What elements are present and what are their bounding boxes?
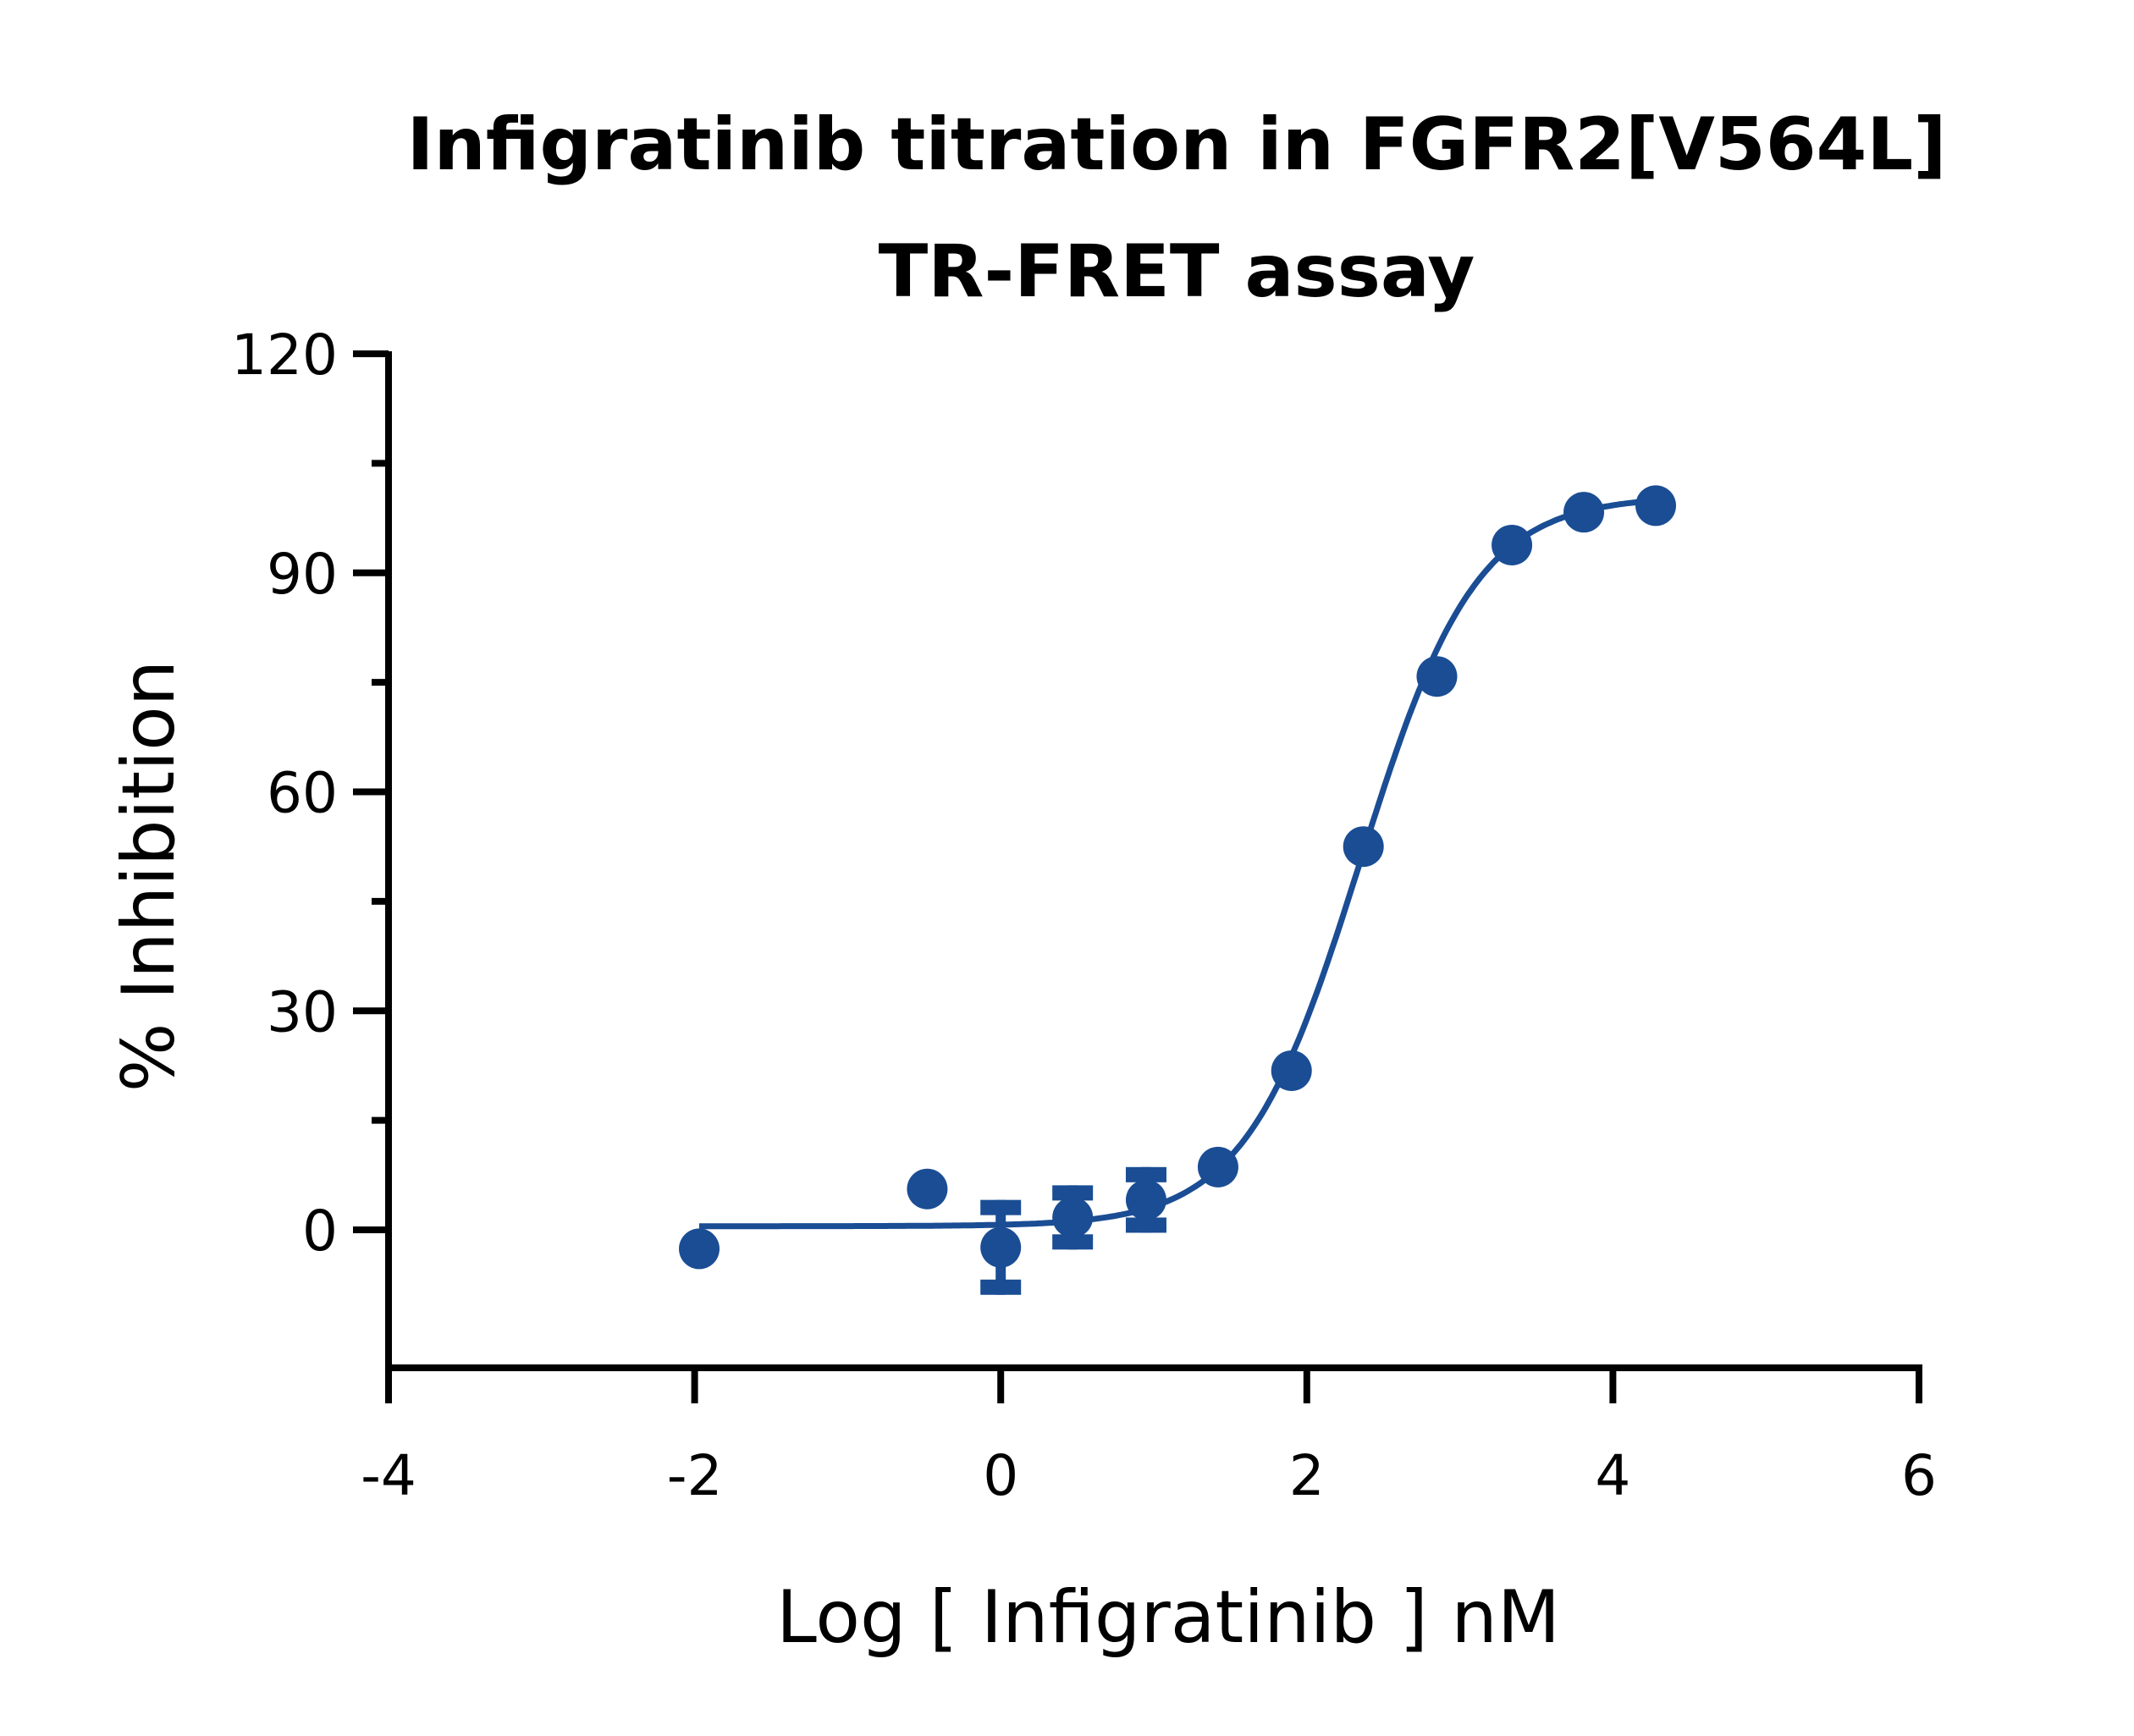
y-tick-label: 60: [267, 761, 338, 826]
data-point: [1271, 1050, 1312, 1091]
data-point: [679, 1228, 720, 1270]
fit-curve-group: [699, 498, 1655, 1230]
y-tick-label: 0: [302, 1199, 338, 1264]
error-bar: [980, 1199, 1022, 1295]
error-bar-cap-top: [1052, 1185, 1094, 1201]
x-tick-label: 0: [983, 1443, 1018, 1508]
x-tick-label: -4: [361, 1443, 416, 1508]
data-point: [907, 1168, 948, 1210]
data-point: [1125, 1179, 1166, 1221]
error-bar-cap-bottom: [980, 1279, 1022, 1295]
data-point: [1052, 1197, 1094, 1238]
y-axis-label: % Inhibition: [107, 660, 191, 1093]
data-point: [1343, 826, 1384, 868]
data-point: [1197, 1146, 1238, 1188]
error-bar-cap-bottom: [1125, 1217, 1166, 1233]
x-axis-label: Log [ Infigratinib ] nM: [776, 1575, 1560, 1660]
x-tick-label: 4: [1595, 1443, 1630, 1508]
chart-title-line-1: Infigratinib titration in FGFR2[V564L]: [406, 102, 1946, 187]
data-point: [1492, 524, 1533, 565]
x-tick-label: 6: [1901, 1443, 1937, 1508]
error-bar-cap-top: [980, 1199, 1022, 1215]
y-tick-label: 30: [267, 979, 338, 1044]
error-bar-cap-top: [1125, 1166, 1166, 1182]
y-tick-label: 90: [267, 542, 338, 607]
y-tick-label: 120: [231, 322, 338, 388]
data-point: [1563, 492, 1605, 533]
fit-curve: [699, 498, 1655, 1230]
data-point: [1416, 656, 1458, 697]
chart-title-line-2: TR-FRET assay: [879, 229, 1475, 314]
error-bar-cap-bottom: [1052, 1234, 1094, 1250]
data-point: [980, 1226, 1022, 1268]
data-points: [679, 485, 1677, 1295]
x-tick-label: 2: [1289, 1443, 1325, 1508]
data-point: [1635, 485, 1677, 526]
x-tick-label: -2: [667, 1443, 723, 1508]
